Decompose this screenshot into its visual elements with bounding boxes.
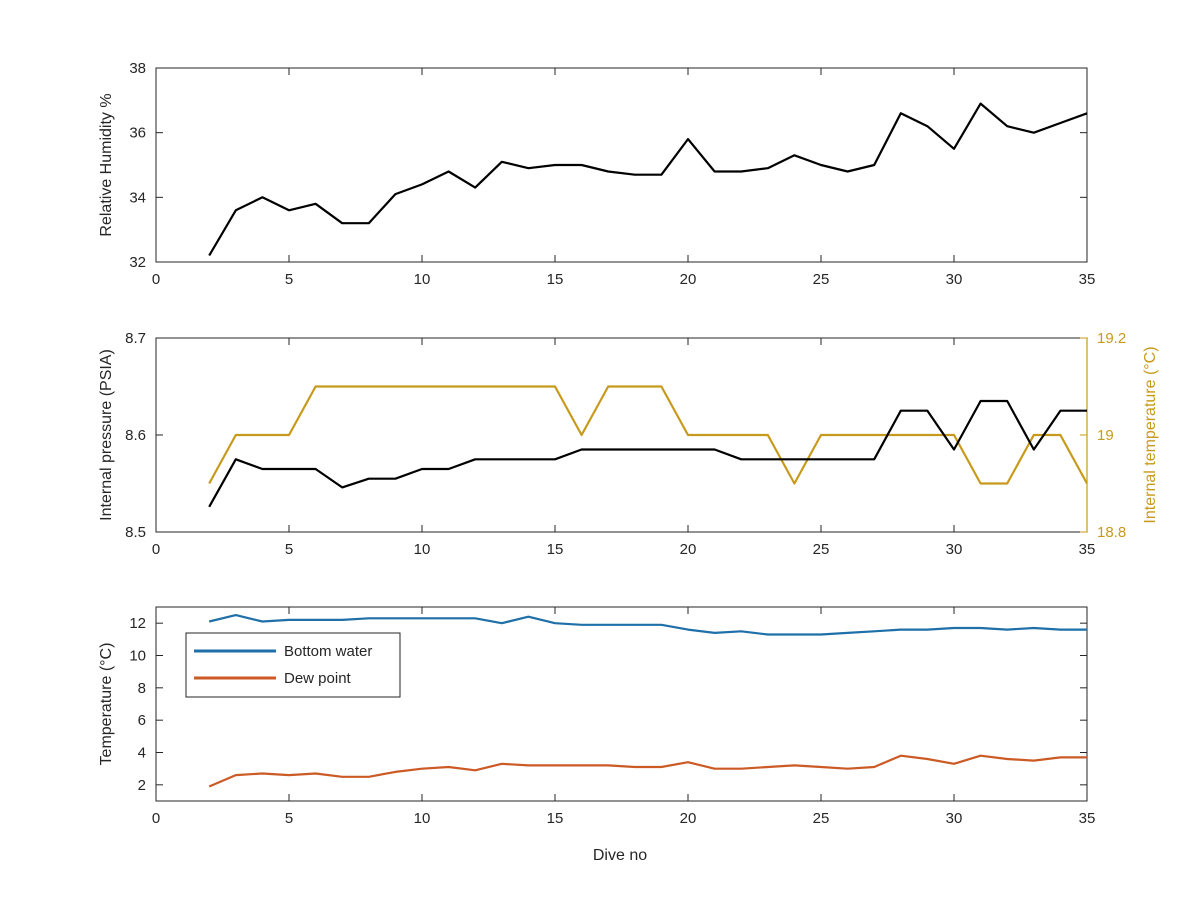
y-tick-label: 32 [129,254,146,271]
x-tick-label: 15 [547,810,564,827]
y-tick-label: 8.6 [125,427,146,444]
x-tick-label: 35 [1079,541,1096,558]
x-tick-label: 0 [152,541,160,558]
x-tick-label: 20 [680,271,697,288]
y2-axis-label: Internal temperature (°C) [1142,346,1159,523]
x-tick-label: 15 [547,271,564,288]
x-tick-label: 10 [414,810,431,827]
x-tick-label: 25 [813,271,830,288]
y2-tick-label: 19 [1097,427,1114,444]
x-tick-label: 5 [285,810,293,827]
legend-label-bottom-water: Bottom water [284,643,372,660]
series-line-1-0 [208,399,1087,508]
x-tick-label: 30 [946,541,963,558]
x-axis-label: Dive no [593,847,647,864]
x-tick-label: 5 [285,271,293,288]
y-tick-label: 12 [129,615,146,632]
x-tick-label: 10 [414,541,431,558]
x-tick-label: 35 [1079,810,1096,827]
y-axis-label: Internal pressure (PSIA) [98,349,115,521]
x-tick-label: 35 [1079,271,1096,288]
y-tick-label: 2 [138,777,146,794]
humidity-panel: 0 5 10 15 20 25 30 35 32 34 36 38 Relative Humidity … [98,60,1095,288]
x-tick-label: 20 [680,541,697,558]
x-tick-label: 5 [285,541,293,558]
x-tick-label: 15 [547,541,564,558]
y-tick-label: 10 [129,648,146,665]
x-tick-label: 25 [813,810,830,827]
x-tick-label: 10 [414,271,431,288]
y-tick-label: 38 [129,60,146,77]
x-tick-label: 20 [680,810,697,827]
y-tick-label: 4 [138,745,146,762]
series-line-dew-point [208,754,1087,788]
series-line-1-1 [208,385,1088,485]
temperature-panel: 0 5 10 15 20 25 30 35 2 4 6 8 10 12 Temperature (°C) Bo… [98,606,1096,827]
y2-tick-label: 18.8 [1097,524,1126,541]
x-tick-label: 0 [152,271,160,288]
y-axis-label: Temperature (°C) [98,643,115,766]
legend-box [185,632,401,698]
series-line-bottom-water [208,613,1087,636]
y-tick-label: 6 [138,712,146,729]
y-tick-label: 8 [138,680,146,697]
y-tick-label: 8.5 [125,524,146,541]
x-tick-label: 25 [813,541,830,558]
y-axis-label: Relative Humidity % [98,93,115,236]
legend-label-dew-point: Dew point [284,670,352,687]
plot-frame [155,67,1088,263]
x-tick-label: 0 [152,810,160,827]
y-tick-label: 36 [129,125,146,142]
y2-tick-label: 19.2 [1097,330,1126,347]
y-tick-label: 8.7 [125,330,146,347]
y-tick-label: 34 [129,189,146,206]
series-line-0-0 [208,102,1088,257]
pressure-temperature-panel: 0 5 10 15 20 25 30 35 8.5 8.6 8.7 Internal pressure… [98,330,1159,558]
x-tick-label: 30 [946,271,963,288]
x-tick-label: 30 [946,810,963,827]
